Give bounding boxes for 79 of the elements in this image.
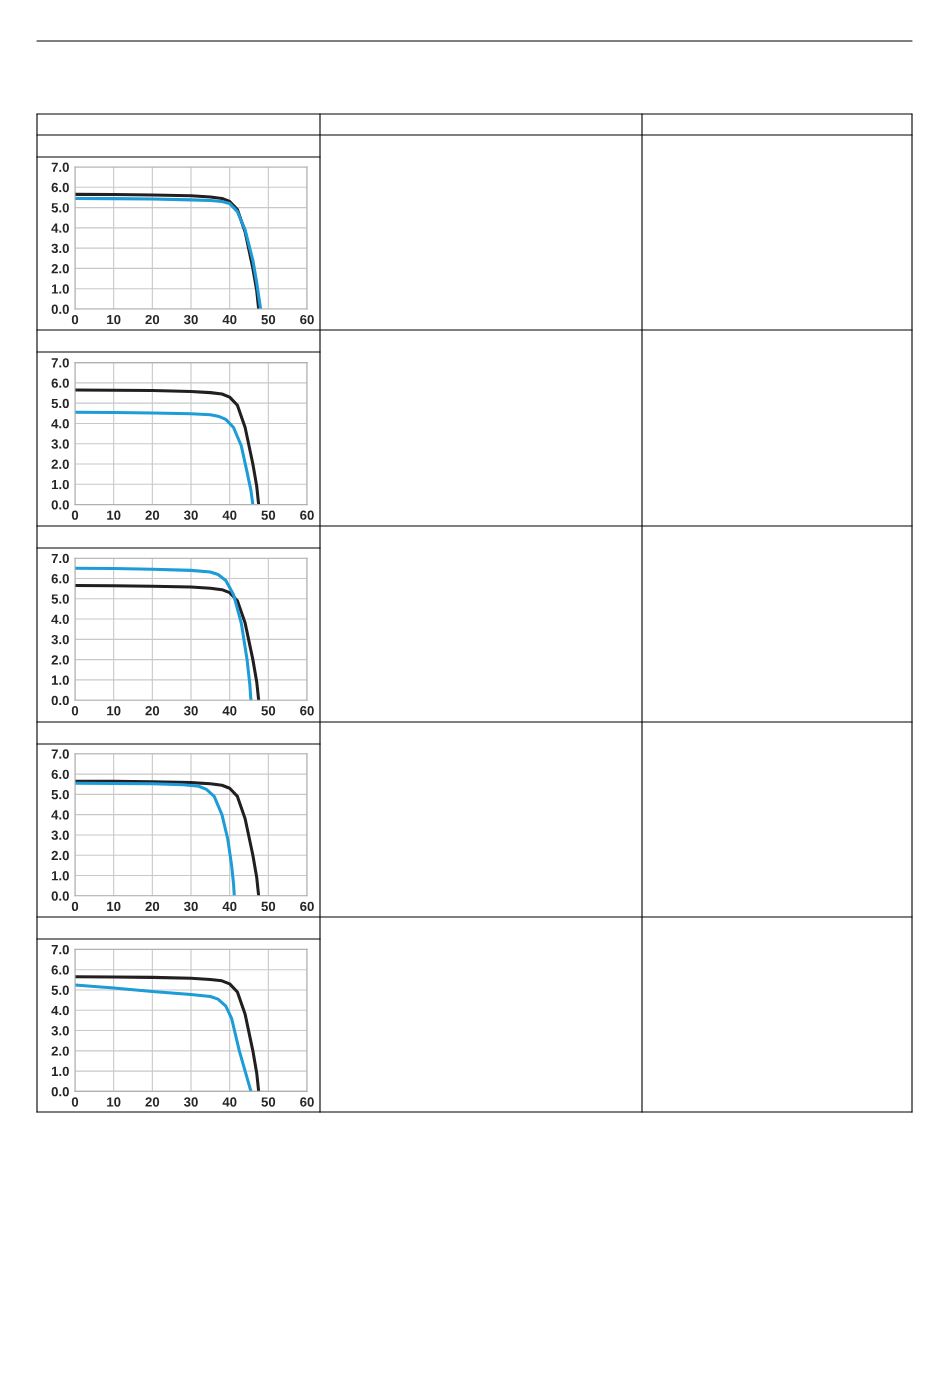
x-tick-label: 60	[300, 314, 314, 325]
x-tick-label: 60	[300, 1097, 314, 1107]
line-series	[75, 410, 255, 505]
y-tick-label: 3.0	[51, 243, 69, 254]
y-tick-label: 2.0	[51, 264, 69, 274]
x-tick-label: 30	[183, 901, 198, 912]
y-tick-label: 0.0	[51, 304, 69, 314]
y-tick-label: 1.0	[51, 284, 69, 294]
x-tick-label: 0	[71, 314, 79, 325]
y-tick-label: 0.0	[51, 891, 69, 901]
y-tick-label: 1.0	[51, 871, 69, 881]
y-tick-label: 0.0	[51, 500, 69, 510]
line-series	[75, 388, 261, 505]
y-tick-label: 5.0	[51, 789, 69, 800]
y-tick-label: 1.0	[51, 479, 69, 490]
x-tick-label: 0	[71, 510, 79, 520]
y-tick-label: 0.0	[51, 1086, 69, 1097]
y-tick-label: 5.0	[51, 594, 69, 604]
y-tick-label: 2.0	[51, 459, 69, 469]
x-tick-label: 20	[145, 510, 160, 520]
y-tick-label: 3.0	[51, 830, 69, 840]
x-tick-label: 40	[222, 706, 237, 716]
y-tick-label: 7.0	[51, 944, 69, 955]
y-tick-label: 4.0	[51, 614, 69, 624]
x-tick-label: 40	[222, 901, 237, 912]
y-tick-label: 7.0	[51, 553, 69, 564]
line-series	[75, 566, 253, 701]
y-tick-label: 6.0	[51, 965, 69, 975]
x-tick-label: 20	[145, 706, 160, 716]
y-tick-label: 1.0	[51, 675, 69, 685]
x-tick-label: 30	[183, 314, 198, 325]
x-tick-label: 30	[183, 510, 198, 520]
x-tick-label: 10	[107, 510, 121, 520]
x-tick-label: 0	[71, 706, 79, 716]
x-tick-label: 50	[261, 706, 276, 716]
y-tick-label: 4.0	[51, 223, 69, 233]
y-tick-label: 7.0	[51, 749, 69, 759]
y-tick-label: 1.0	[51, 1066, 69, 1077]
x-tick-label: 40	[222, 510, 237, 520]
y-tick-label: 3.0	[51, 1026, 69, 1036]
line-series	[75, 584, 261, 701]
x-tick-label: 50	[261, 901, 276, 912]
y-tick-label: 2.0	[51, 655, 69, 665]
y-tick-label: 6.0	[51, 769, 69, 779]
x-tick-label: 20	[145, 314, 160, 325]
x-tick-label: 60	[300, 706, 314, 716]
x-tick-label: 20	[145, 1097, 160, 1107]
x-tick-label: 10	[107, 901, 121, 912]
y-tick-label: 4.0	[51, 810, 69, 820]
y-tick-label: 6.0	[51, 182, 69, 193]
y-tick-label: 2.0	[51, 850, 69, 861]
x-tick-label: 20	[145, 901, 160, 912]
y-tick-label: 2.0	[51, 1046, 69, 1056]
x-tick-label: 50	[261, 314, 276, 325]
x-tick-label: 50	[261, 510, 276, 520]
y-tick-label: 7.0	[51, 162, 69, 172]
x-tick-label: 30	[183, 706, 198, 716]
x-tick-label: 10	[107, 706, 121, 716]
y-tick-label: 4.0	[51, 419, 69, 429]
x-tick-label: 10	[107, 1097, 121, 1107]
x-tick-label: 30	[183, 1097, 198, 1107]
x-tick-label: 60	[300, 901, 314, 912]
y-tick-label: 5.0	[51, 985, 69, 995]
y-tick-label: 5.0	[51, 398, 69, 409]
y-tick-label: 3.0	[51, 439, 69, 449]
y-tick-label: 0.0	[51, 695, 69, 706]
y-tick-label: 5.0	[51, 203, 69, 213]
x-tick-label: 60	[300, 510, 314, 520]
y-tick-label: 6.0	[51, 378, 69, 388]
y-tick-label: 6.0	[51, 574, 69, 584]
x-tick-label: 50	[261, 1097, 276, 1107]
y-tick-label: 3.0	[51, 634, 69, 645]
x-tick-label: 10	[107, 314, 121, 325]
y-tick-label: 4.0	[51, 1005, 69, 1016]
x-tick-label: 40	[222, 1097, 237, 1107]
x-tick-label: 0	[71, 901, 79, 912]
x-tick-label: 0	[71, 1097, 79, 1107]
y-tick-label: 7.0	[51, 358, 69, 368]
x-tick-label: 40	[222, 314, 237, 325]
